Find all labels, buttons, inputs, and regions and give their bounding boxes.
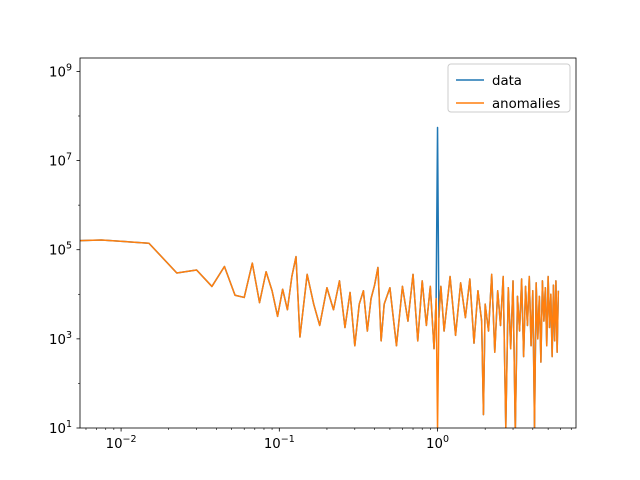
legend-label-data: data [492, 74, 522, 89]
axes-frame [79, 57, 577, 429]
x-axis-ticks: 10−2 10−1 100 [85, 428, 572, 452]
legend: data anomalies [447, 63, 571, 113]
x-tick-label: 10−2 [106, 434, 137, 452]
y-tick-label: 101 [49, 419, 72, 437]
x-tick-label: 100 [426, 434, 449, 452]
y-tick-label: 105 [49, 241, 72, 259]
y-axis-ticks: 101 103 105 107 109 [49, 62, 80, 437]
series-line-anomalies [80, 239, 560, 428]
legend-label-anomalies: anomalies [492, 97, 560, 112]
y-tick-label: 109 [49, 62, 72, 80]
legend-box [447, 63, 571, 113]
y-tick-label: 107 [49, 152, 72, 170]
y-tick-label: 103 [49, 330, 72, 348]
series-layer [80, 126, 560, 428]
x-tick-label: 10−1 [264, 434, 295, 452]
